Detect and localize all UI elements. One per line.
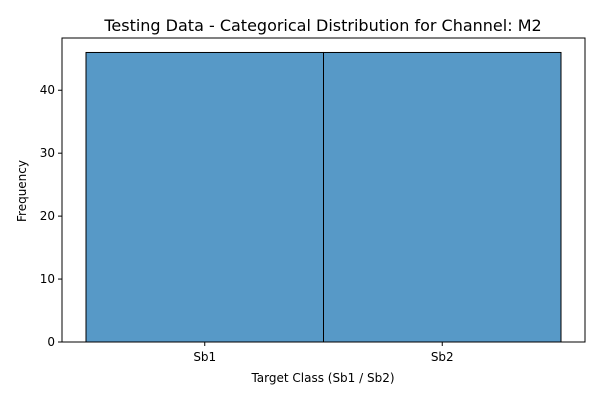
y-tick-label: 40 <box>40 83 55 97</box>
y-axis-label: Frequency <box>15 160 29 222</box>
x-tick-label: Sb2 <box>431 350 454 364</box>
chart-title: Testing Data - Categorical Distribution … <box>103 16 541 35</box>
axes-frame <box>61 37 586 343</box>
bar-sb2 <box>323 51 562 343</box>
x-axis-label: Target Class (Sb1 / Sb2) <box>250 371 394 385</box>
y-tick-label: 20 <box>40 209 55 223</box>
y-tick-label: 0 <box>47 335 55 349</box>
y-tick-label: 10 <box>40 272 55 286</box>
y-axis: 0 10 20 30 40 <box>40 83 62 349</box>
x-axis: Sb1 Sb2 <box>193 342 454 364</box>
bar-sb1 <box>85 51 324 343</box>
x-tick-label: Sb1 <box>193 350 216 364</box>
plot-area <box>85 51 562 343</box>
y-tick-label: 30 <box>40 146 55 160</box>
